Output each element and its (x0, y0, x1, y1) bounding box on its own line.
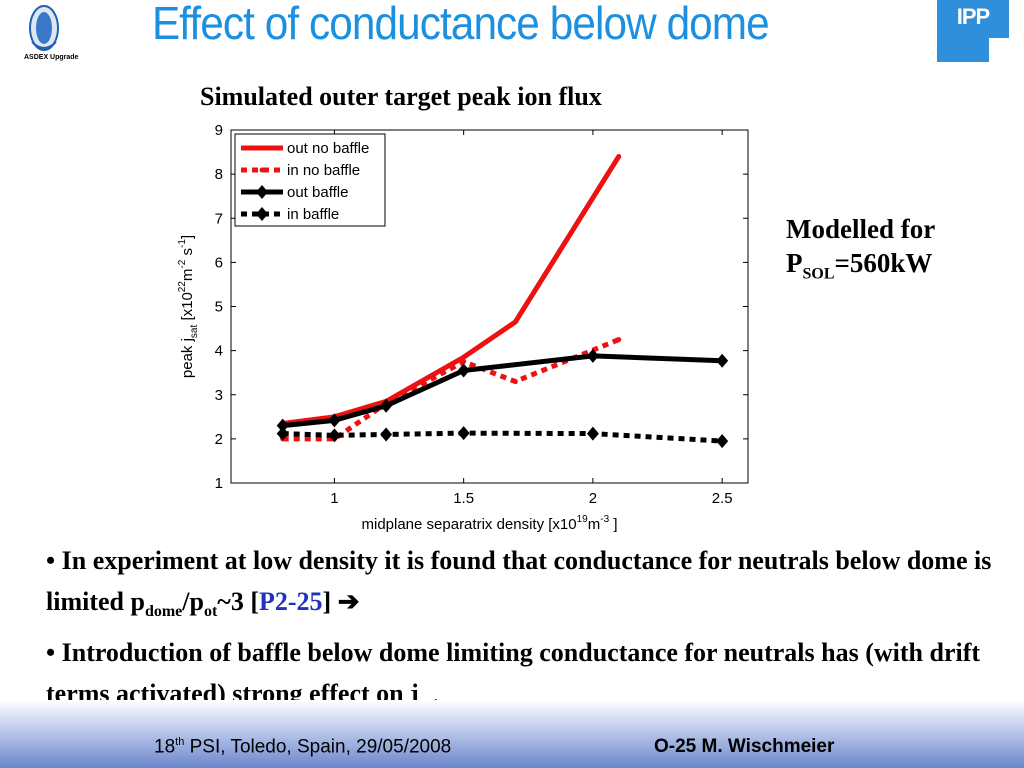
data-point (616, 153, 622, 159)
chart-svg: 1 1.5 2 2.5 1 2 3 4 5 6 7 8 9 out no baffle in no baf… (177, 122, 749, 533)
model-note-line1: Modelled for (786, 214, 936, 244)
footer-author: O-25 M. Wischmeier (654, 736, 835, 757)
bullet-1: • In experiment at low density it is fou… (46, 546, 992, 621)
series-line (282, 155, 621, 426)
legend-label: out no baffle (287, 140, 369, 157)
series-out-baffle (276, 348, 729, 433)
footer-bar: 18th PSI, Toledo, Spain, 29/05/2008 O-25… (0, 700, 1024, 768)
reference-link[interactable]: P2-25 (258, 587, 323, 616)
data-point (716, 353, 729, 368)
legend-label: out baffle (287, 184, 348, 201)
data-point (276, 418, 289, 433)
asdex-upgrade-logo: ASDEX Upgrade (10, 2, 78, 62)
data-point (457, 363, 470, 378)
y-tick-label: 8 (215, 166, 223, 183)
data-point (276, 426, 289, 441)
data-point (380, 427, 393, 442)
y-axis-label: peak jsat [x1022m-2 s-1] (177, 235, 200, 378)
data-point (328, 428, 341, 443)
x-tick-label: 2.5 (712, 490, 733, 507)
series-line (282, 430, 723, 444)
data-point (586, 348, 599, 363)
ipp-logo: IPP (937, 0, 1009, 62)
x-tick-label: 2 (589, 490, 597, 507)
legend: out no baffle in no baffle out baffle in ba… (234, 133, 386, 227)
logo-left-text: ASDEX Upgrade (24, 54, 79, 61)
y-tick-label: 5 (215, 299, 223, 316)
y-tick-label: 7 (215, 210, 223, 227)
x-tick-label: 1 (330, 490, 338, 507)
data-point (256, 185, 268, 199)
page-title: Effect of conductance below dome (152, 0, 770, 49)
x-tick-label: 1.5 (453, 490, 474, 507)
series-in-no-baffle (280, 337, 622, 442)
data-point (512, 319, 518, 325)
data-point (328, 413, 341, 428)
y-tick-label: 3 (215, 387, 223, 404)
y-tick-label: 2 (215, 431, 223, 448)
y-tick-label: 4 (215, 343, 223, 360)
data-point (259, 167, 265, 173)
legend-label: in baffle (287, 206, 339, 223)
model-note-line2: PSOL=560kW (786, 248, 933, 283)
series-line (282, 353, 723, 429)
line-chart: 1 1.5 2 2.5 1 2 3 4 5 6 7 8 9 out no baffle in no baf… (170, 118, 770, 536)
footer-conference: 18th PSI, Toledo, Spain, 29/05/2008 (154, 736, 452, 758)
data-point (259, 145, 265, 151)
model-note: Modelled for PSOL=560kW (786, 212, 935, 291)
ipp-logo-notch (989, 38, 1009, 62)
data-point (380, 398, 393, 413)
x-axis-label: midplane separatrix density [x1019m-3 ] (362, 514, 618, 533)
data-point (512, 379, 518, 385)
data-point (616, 337, 622, 343)
y-tick-label: 1 (215, 475, 223, 492)
data-point (716, 434, 729, 449)
data-point (256, 207, 268, 221)
data-point (461, 354, 467, 360)
chart-title: Simulated outer target peak ion flux (200, 82, 602, 111)
legend-label: in no baffle (287, 162, 360, 179)
ipp-logo-text: IPP (956, 4, 990, 29)
axis-ticks: 1 1.5 2 2.5 1 2 3 4 5 6 7 8 9 (215, 122, 748, 507)
bullet-list: • In experiment at low density it is fou… (46, 540, 1006, 724)
y-tick-label: 6 (215, 254, 223, 271)
y-tick-label: 9 (215, 122, 223, 139)
series-layer (276, 153, 729, 449)
data-point (586, 426, 599, 441)
series-line (282, 337, 620, 442)
data-point (457, 426, 470, 441)
data-point (461, 359, 467, 365)
series-in-baffle (276, 426, 729, 449)
arrow-right-icon: ➔ (337, 587, 360, 616)
